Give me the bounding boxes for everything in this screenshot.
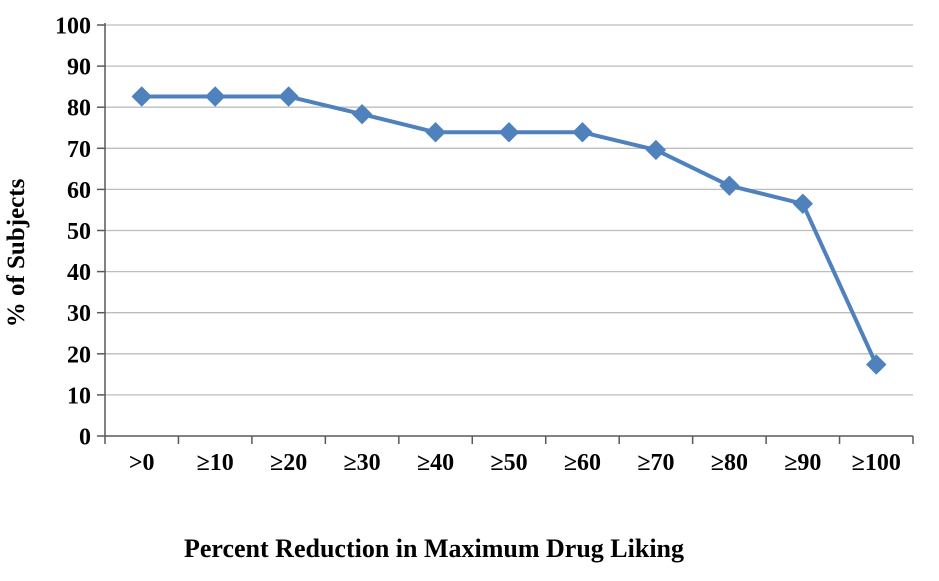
- data-point-marker: [499, 122, 519, 143]
- data-point-marker: [425, 122, 446, 143]
- x-tick-label: ≥30: [344, 450, 381, 476]
- y-tick-label: 30: [67, 301, 91, 327]
- y-tick-label: 90: [67, 55, 91, 81]
- data-point-marker: [572, 122, 593, 143]
- x-tick-label: ≥80: [711, 450, 748, 476]
- x-tick-label: ≥70: [637, 450, 674, 476]
- x-tick-label: ≥10: [197, 450, 234, 476]
- y-tick-label: 80: [67, 96, 91, 122]
- x-tick-label: ≥40: [417, 450, 454, 476]
- data-point-marker: [792, 193, 813, 214]
- y-tick-label: 50: [67, 219, 91, 245]
- data-point-marker: [278, 86, 299, 107]
- x-tick-label: >0: [129, 450, 155, 476]
- y-tick-label: 20: [67, 342, 91, 368]
- data-point-marker: [205, 86, 226, 107]
- data-point-marker: [352, 104, 373, 125]
- x-tick-label: ≥20: [270, 450, 307, 476]
- data-point-marker: [866, 354, 887, 375]
- x-axis-title: Percent Reduction in Maximum Drug Liking: [184, 534, 684, 563]
- x-tick-label: ≥50: [490, 450, 527, 476]
- x-tick-label: ≥60: [564, 450, 601, 476]
- y-tick-label: 100: [55, 14, 91, 40]
- y-axis-title: % of Subjects: [3, 178, 30, 327]
- y-tick-label: 40: [67, 260, 91, 286]
- y-tick-label: 10: [67, 383, 91, 409]
- y-tick-label: 0: [79, 425, 91, 451]
- x-tick-label: ≥100: [852, 450, 901, 476]
- y-tick-label: 60: [67, 178, 91, 204]
- y-tick-label: 70: [67, 137, 91, 163]
- data-point-marker: [719, 175, 740, 196]
- x-tick-label: ≥90: [784, 450, 821, 476]
- chart-plot-area: 0 10 20 30 40 50 60 70 80 90 100 >0 ≥10 ≥20 ≥30 ≥40 ≥50 ≥…: [55, 14, 914, 476]
- data-point-marker: [131, 86, 152, 107]
- data-point-marker: [645, 139, 666, 160]
